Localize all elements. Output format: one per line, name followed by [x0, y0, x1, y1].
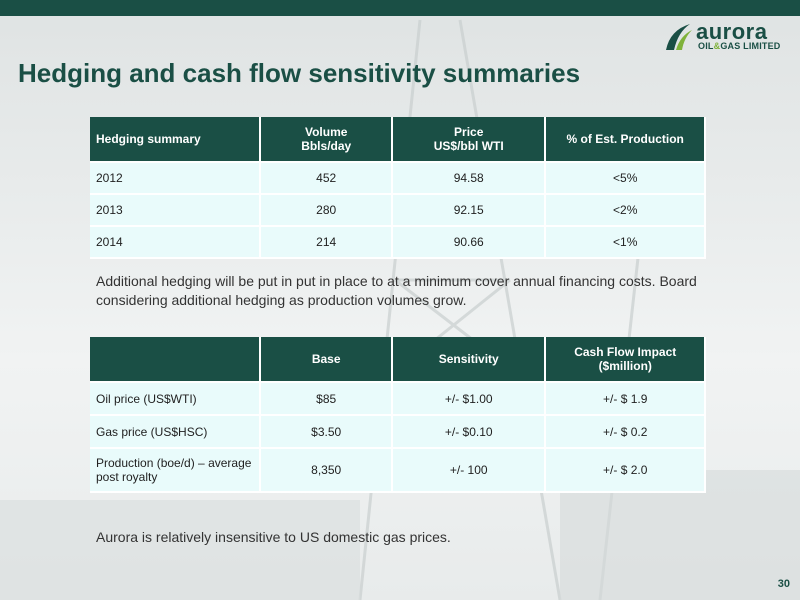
hedging-note: Additional hedging will be put in put in…	[96, 273, 697, 308]
col-header: Hedging summary	[90, 117, 262, 163]
gas-note: Aurora is relatively insensitive to US d…	[96, 529, 451, 545]
table-cell: $3.50	[261, 416, 393, 449]
table-row: 2012 452 94.58 <5%	[90, 163, 706, 195]
table-cell: <1%	[546, 227, 706, 259]
table-row: Gas price (US$HSC) $3.50 +/- $0.10 +/- $…	[90, 416, 706, 449]
table-cell: <2%	[546, 195, 706, 227]
aurora-logo: aurora OIL&GAS LIMITED	[664, 19, 794, 52]
col-header: Base	[261, 337, 393, 383]
table-cell: +/- $0.10	[392, 416, 547, 449]
table-cell: <5%	[546, 163, 706, 195]
logo-wordmark: aurora	[696, 19, 768, 44]
table-row: 2013 280 92.15 <2%	[90, 195, 706, 227]
aurora-logo-icon	[666, 24, 692, 50]
table-cell: +/- $ 0.2	[546, 416, 706, 449]
table-cell: 214	[261, 227, 393, 259]
table-cell: Gas price (US$HSC)	[90, 416, 262, 449]
table-cell: 94.58	[393, 163, 547, 195]
table-cell: 2013	[90, 195, 262, 227]
table-cell: $85	[261, 383, 393, 416]
table-cell: Production (boe/d) – average post royalt…	[90, 449, 262, 493]
table-cell: 92.15	[393, 195, 547, 227]
hedging-summary-table: Hedging summary Volume Bbls/day Price US…	[90, 117, 706, 259]
top-banner	[0, 0, 800, 16]
page-number: 30	[777, 578, 790, 590]
table-cell: 2014	[90, 227, 262, 259]
cash-flow-sensitivity-table: Base Sensitivity Cash Flow Impact ($mill…	[90, 337, 706, 493]
table-cell: 8,350	[261, 449, 393, 493]
table-cell: +/- 100	[392, 449, 547, 493]
logo-subtitle: OIL&GAS LIMITED	[698, 41, 781, 51]
table-cell: 452	[261, 163, 393, 195]
table-cell: +/- $1.00	[392, 383, 547, 416]
table-row: Production (boe/d) – average post royalt…	[90, 449, 706, 493]
table-cell: Oil price (US$WTI)	[90, 383, 262, 416]
col-header: Price US$/bbl WTI	[393, 117, 547, 163]
col-header: Volume Bbls/day	[261, 117, 393, 163]
table-cell: +/- $ 2.0	[546, 449, 706, 493]
col-header: % of Est. Production	[546, 117, 706, 163]
col-header: Cash Flow Impact ($million)	[546, 337, 706, 383]
table-cell: +/- $ 1.9	[546, 383, 706, 416]
table-row: Oil price (US$WTI) $85 +/- $1.00 +/- $ 1…	[90, 383, 706, 416]
table-header-row: Hedging summary Volume Bbls/day Price US…	[90, 117, 706, 163]
col-header-empty	[90, 337, 262, 383]
table-header-row: Base Sensitivity Cash Flow Impact ($mill…	[90, 337, 706, 383]
table-cell: 280	[261, 195, 393, 227]
col-header: Sensitivity	[392, 337, 547, 383]
table-row: 2014 214 90.66 <1%	[90, 227, 706, 259]
table-cell: 90.66	[393, 227, 547, 259]
slide-title: Hedging and cash flow sensitivity summar…	[18, 58, 581, 88]
table-cell: 2012	[90, 163, 262, 195]
